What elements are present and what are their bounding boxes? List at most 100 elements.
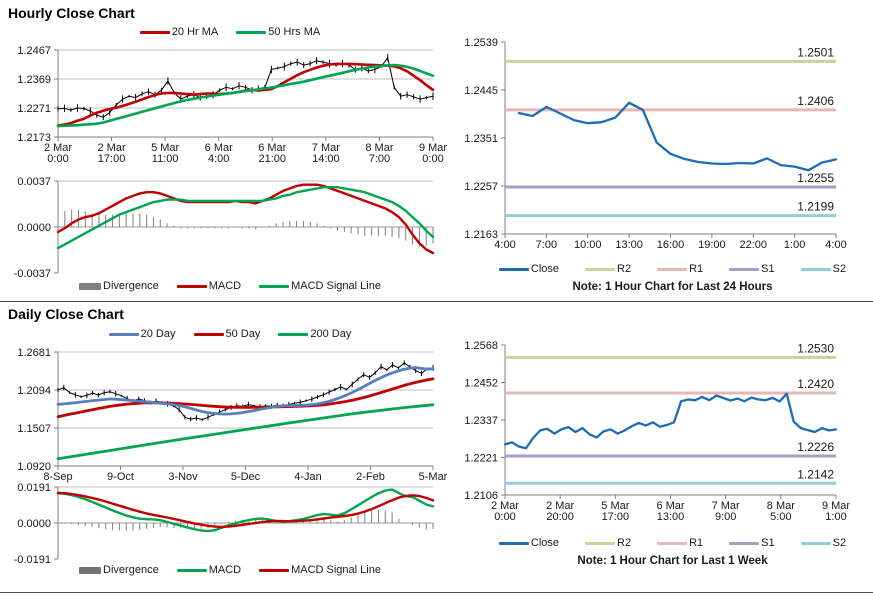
pivot-label-r2: 1.2530 <box>797 341 834 355</box>
y-tick-label: 1.2369 <box>17 74 51 86</box>
bottom-divider <box>0 592 873 593</box>
legend-label: S1 <box>761 263 775 275</box>
legend-label: Divergence <box>103 280 159 292</box>
x-tick-label: 19:00 <box>698 239 726 251</box>
series-macd-signal-line <box>56 491 435 529</box>
legend-swatch-macd-signal-line <box>259 568 290 572</box>
y-tick-label: 1.2163 <box>464 229 498 241</box>
daily-price-legend: 20 Day 50 Day 200 Day <box>20 328 440 340</box>
series-macd <box>56 488 435 533</box>
weekly-pivot-note: Note: 1 Hour Chart for Last 1 Week <box>577 555 768 567</box>
legend-label: S2 <box>832 263 847 275</box>
pivot-label-s2: 1.2142 <box>797 467 834 481</box>
y-tick-label: 1.2094 <box>17 385 51 397</box>
y-tick-label: 1.1507 <box>17 423 51 435</box>
x-tick-label: 13:00 <box>615 239 643 251</box>
pivot-label-s1: 1.2255 <box>797 171 834 185</box>
x-tick-label: 2-Feb <box>356 471 385 483</box>
y-tick-label: 0.0037 <box>17 176 51 188</box>
legend-swatch-s2 <box>800 541 831 545</box>
legend-swatch-divergence <box>79 282 102 290</box>
legend-label: MACD <box>208 564 242 576</box>
legend-swatch-r1 <box>657 267 688 271</box>
legend-label: Divergence <box>103 564 159 576</box>
legend-label: 20 Day <box>140 328 176 340</box>
pivot-label-s1: 1.2226 <box>797 440 834 454</box>
pivot-label-r1: 1.2406 <box>797 94 834 108</box>
y-tick-label: 1.2568 <box>464 340 498 352</box>
hourly-pivot-legend: Close R2 R1 S1 S2 <box>480 263 865 275</box>
daily-macd-chart: 0.0191 0.0000 -0.0191 <box>14 482 435 566</box>
pivot-label-r2: 1.2501 <box>797 45 834 59</box>
weekly-pivot-legend: Close R2 R1 S1 S2 <box>480 537 865 549</box>
x-tick-label: 7:00 <box>536 239 557 251</box>
legend-item: MACD <box>176 280 241 292</box>
series-close <box>503 392 838 450</box>
x-tick-label: 1:00 <box>784 239 805 251</box>
legend-swatch-20-day <box>108 332 139 336</box>
series-close <box>517 101 838 172</box>
legend-item: Divergence <box>79 564 159 576</box>
x-tick-label: 5 Mar 17:00 <box>601 500 629 523</box>
x-tick-label: 8 Mar 7:00 <box>365 142 393 165</box>
x-tick-label: 9 Mar 1:00 <box>822 500 850 523</box>
series-macd-signal-line <box>56 186 435 250</box>
x-tick-label: 2 Mar 0:00 <box>44 142 72 165</box>
x-tick-label: 8 Mar 5:00 <box>767 500 795 523</box>
legend-swatch-r2 <box>585 267 616 271</box>
y-tick-label: 1.2351 <box>464 133 498 145</box>
y-tick-label: 1.0920 <box>17 461 51 473</box>
legend-label: 200 Day <box>310 328 352 340</box>
pivot-label-r1: 1.2420 <box>797 377 834 391</box>
series-50-hrs-ma <box>56 63 435 128</box>
legend-label: S1 <box>761 537 775 549</box>
series-20-day <box>56 366 435 416</box>
legend-swatch-s1 <box>729 267 760 271</box>
legend-item: MACD <box>176 564 242 576</box>
legend-swatch-s1 <box>729 541 760 545</box>
y-tick-label: 1.2539 <box>464 37 498 49</box>
legend-item: MACD Signal Line <box>259 564 381 576</box>
x-tick-label: 6 Mar 13:00 <box>656 500 684 523</box>
daily-section-title: Daily Close Chart <box>8 306 124 322</box>
legend-item: Divergence <box>79 280 159 292</box>
legend-swatch-close <box>498 541 529 545</box>
x-tick-label: 5-Dec <box>231 471 261 483</box>
y-tick-label: 0.0000 <box>17 518 51 530</box>
y-tick-label: 1.2173 <box>17 132 51 144</box>
daily-macd-legend: Divergence MACD MACD Signal Line <box>20 564 440 576</box>
y-tick-label: 1.2467 <box>17 45 51 57</box>
x-tick-label: 2 Mar 20:00 <box>546 500 574 523</box>
hourly-pivot-note: Note: 1 Hour Chart for Last 24 Hours <box>572 281 773 293</box>
y-tick-label: 0.0000 <box>17 222 51 234</box>
legend-item: 50 Day <box>193 328 260 340</box>
hourly-section-title: Hourly Close Chart <box>8 5 135 21</box>
legend-swatch-50-hrs-ma <box>236 30 267 34</box>
series-macd <box>56 183 435 255</box>
legend-label: MACD Signal Line <box>291 564 381 576</box>
legend-item: MACD Signal Line <box>259 280 381 292</box>
legend-item: S1 <box>729 263 775 275</box>
legend-label: R1 <box>689 537 704 549</box>
legend-item: S2 <box>800 537 846 549</box>
legend-label: 20 Hr MA <box>171 26 219 38</box>
x-tick-label: 8-Sep <box>43 471 72 483</box>
y-tick-label: 1.2106 <box>464 490 498 502</box>
legend-label: 50 Hrs MA <box>268 26 321 38</box>
legend-label: Close <box>530 537 560 549</box>
legend-item: Close <box>498 537 560 549</box>
x-tick-label: 7 Mar 14:00 <box>312 142 340 165</box>
legend-swatch-s2 <box>800 267 831 271</box>
x-tick-label: 6 Mar 4:00 <box>205 142 233 165</box>
legend-swatch-50-day <box>193 332 224 336</box>
legend-swatch-macd-signal-line <box>259 284 290 288</box>
hourly-macd-chart: 0.0037 0.0000 -0.0037 <box>14 176 435 280</box>
x-tick-label: 7 Mar 9:00 <box>712 500 740 523</box>
y-tick-label: 1.2445 <box>464 85 498 97</box>
x-tick-label: 10:00 <box>574 239 602 251</box>
x-tick-label: 4:00 <box>494 239 515 251</box>
legend-swatch-200-day <box>278 332 309 336</box>
